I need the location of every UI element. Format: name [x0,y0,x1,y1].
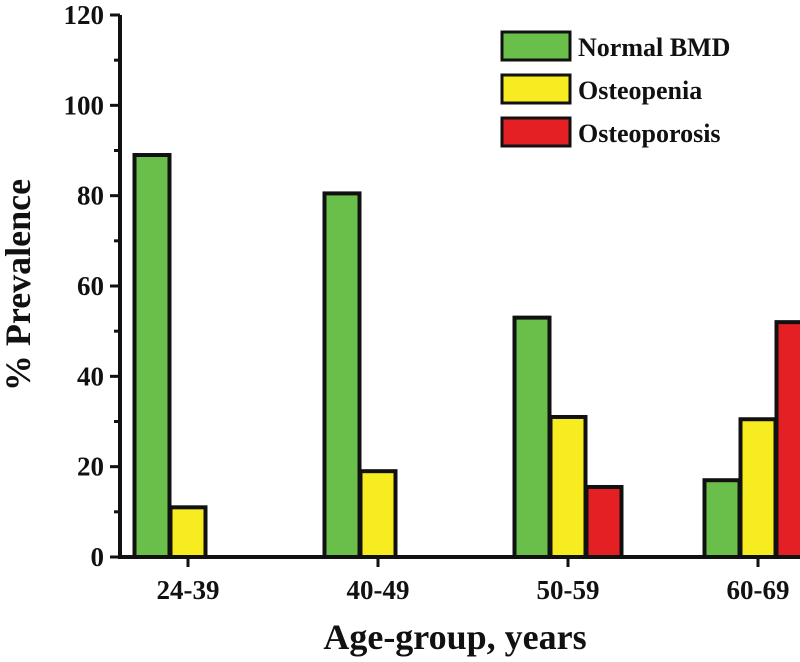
x-tick-label: 40-49 [347,575,410,605]
y-tick-label: 0 [91,542,105,572]
bar-normal-bmd-24-39 [132,153,172,559]
y-tick-label: 80 [77,181,104,211]
y-tick-label: 120 [64,0,105,30]
bar-normal-bmd-40-49 [322,191,362,560]
y-axis-title: % Prevalence [0,179,38,391]
legend-label-osteoporosis: Osteoporosis [578,119,721,148]
bar-normal-bmd-60-69 [702,478,742,560]
bar-osteopenia-40-49 [358,469,398,559]
y-tick-label: 40 [77,361,104,391]
x-axis-title: Age-group, years [323,617,586,657]
legend-label-normal-bmd: Normal BMD [578,33,730,62]
y-tick-label: 20 [77,452,104,482]
legend-swatch-osteopenia [500,73,572,105]
bar-osteopenia-60-69 [738,417,778,559]
bar-osteopenia-50-59 [548,414,588,559]
legend-swatch-normal-bmd [500,30,572,62]
x-tick-label: 60-69 [727,575,790,605]
y-tick-label: 60 [77,271,104,301]
legend-label-osteopenia: Osteopenia [578,76,702,105]
axes-layer [110,13,790,567]
bar-osteopenia-24-39 [168,505,208,560]
x-tick-label: 50-59 [537,575,600,605]
bars-layer [132,153,800,560]
bar-normal-bmd-50-59 [512,315,552,559]
legend-swatch-osteoporosis [500,116,572,148]
x-tick-label: 24-39 [157,575,220,605]
bar-osteoporosis-50-59 [584,484,624,559]
legend: Normal BMD Osteopenia Osteoporosis [500,30,730,148]
y-tick-label: 100 [64,90,105,120]
bar-osteoporosis-60-69 [774,320,800,559]
